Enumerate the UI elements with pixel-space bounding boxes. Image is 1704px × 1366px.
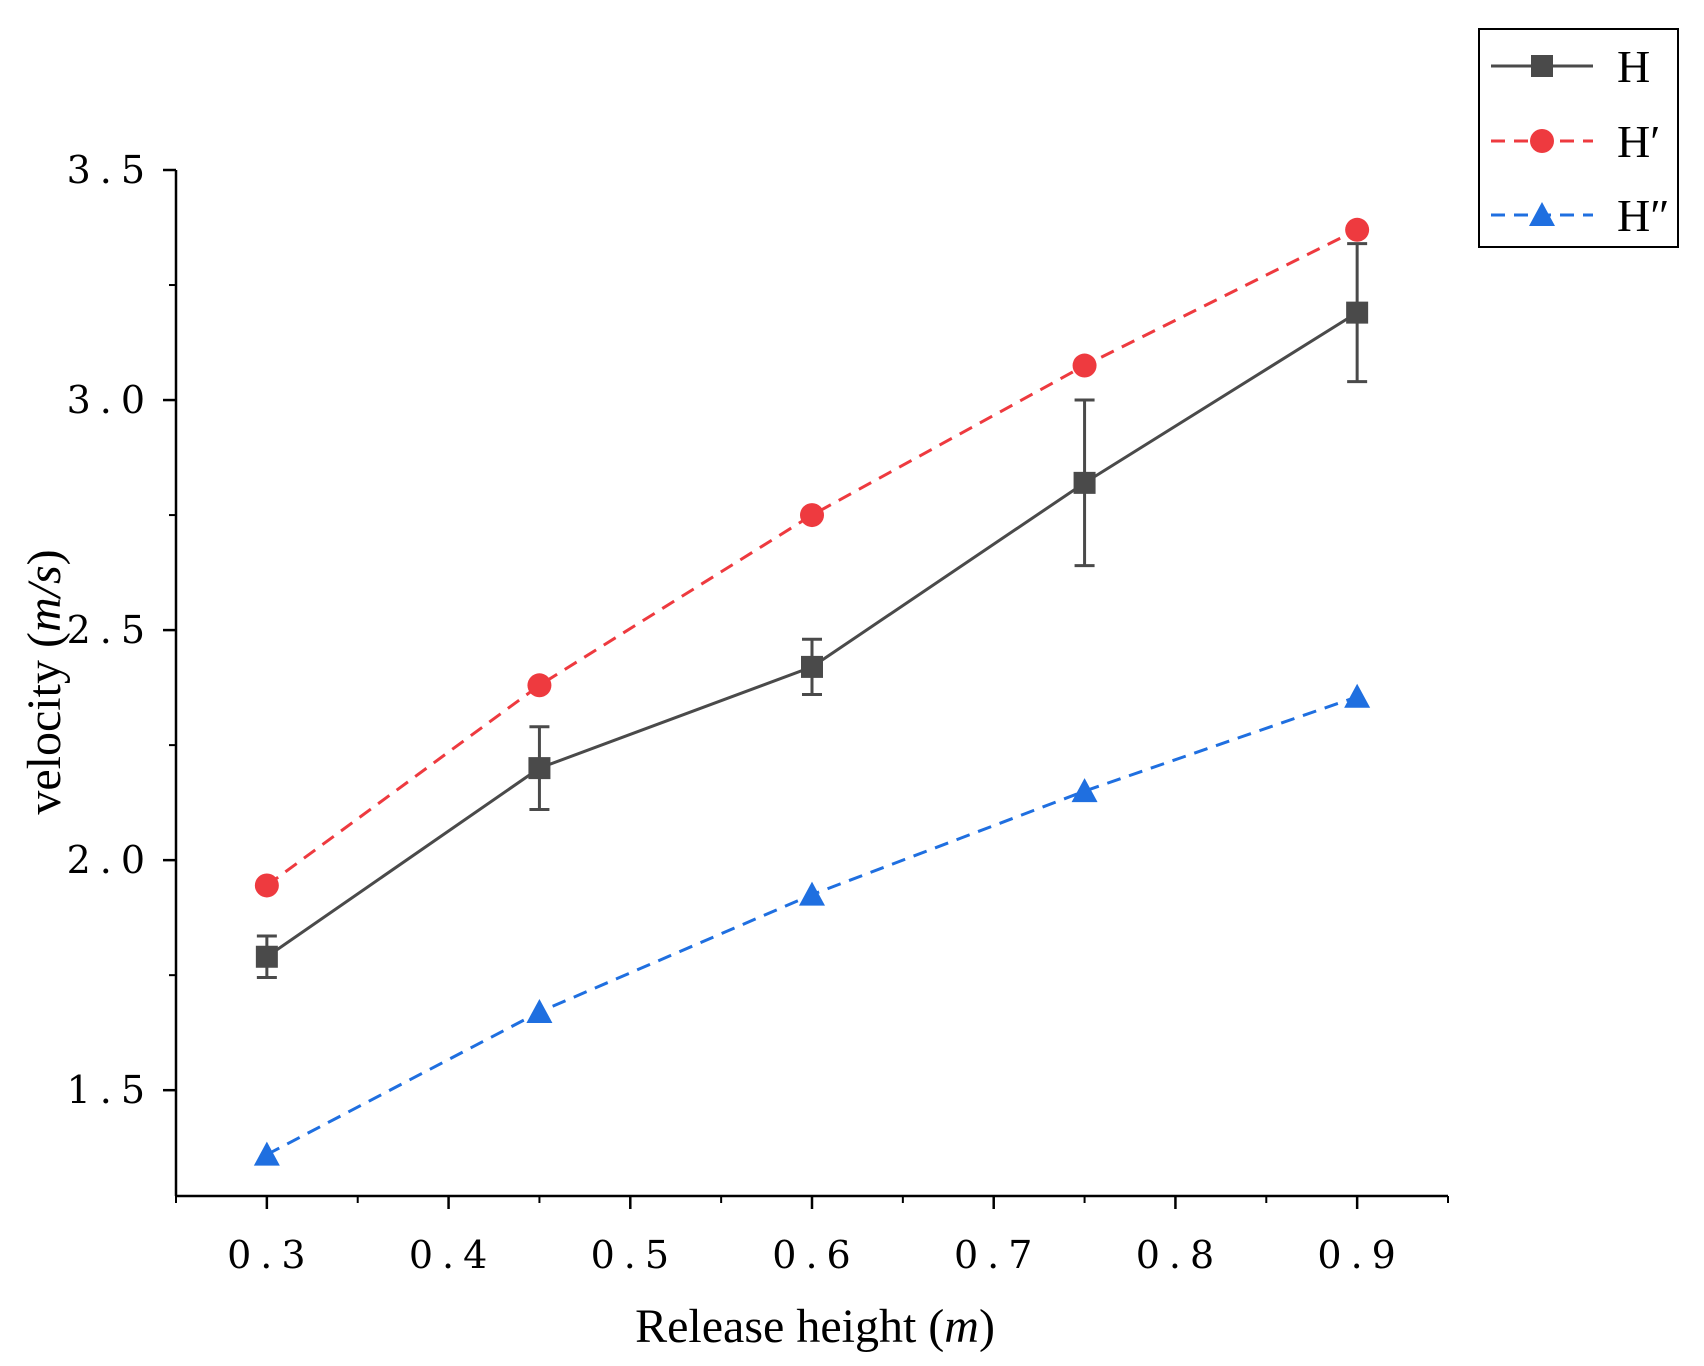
legend-entry-0: H bbox=[1491, 41, 1650, 92]
data-point bbox=[1072, 353, 1097, 378]
x-tick-label: 0.7 bbox=[954, 1233, 1041, 1277]
data-point bbox=[1346, 301, 1369, 324]
x-tick-label: 0.8 bbox=[1136, 1233, 1223, 1277]
legend: H H′ H″ bbox=[1478, 28, 1679, 248]
legend-label: H bbox=[1617, 41, 1650, 92]
legend-entry-1: H′ bbox=[1491, 116, 1660, 167]
series-line bbox=[266, 311, 1358, 958]
data-point bbox=[528, 757, 551, 780]
series-line bbox=[265, 228, 1358, 887]
data-point bbox=[1344, 683, 1371, 708]
data-point bbox=[253, 1141, 280, 1166]
data-point bbox=[254, 873, 279, 898]
data-point bbox=[799, 881, 825, 906]
legend-marker bbox=[1531, 55, 1553, 77]
data-point bbox=[1071, 778, 1098, 803]
x-tick-label: 0.5 bbox=[591, 1233, 678, 1277]
data-point bbox=[255, 945, 278, 968]
data-point bbox=[801, 655, 823, 678]
data-point bbox=[1345, 217, 1370, 242]
y-tick-label: 2.0 bbox=[67, 838, 154, 882]
x-tick-label: 0.6 bbox=[772, 1233, 859, 1277]
data-point bbox=[527, 673, 552, 698]
legend-marker bbox=[1530, 129, 1554, 153]
y-axis-title: velocity (m/s) bbox=[18, 549, 71, 814]
x-tick-label: 0.4 bbox=[409, 1233, 496, 1277]
y-tick-label: 3.0 bbox=[67, 378, 154, 422]
x-axis-title: Release height (m) bbox=[635, 1300, 995, 1353]
y-tick-label: 2.5 bbox=[67, 608, 154, 652]
legend-label: H″ bbox=[1617, 190, 1669, 241]
series-1 bbox=[254, 217, 1370, 898]
series-2 bbox=[253, 683, 1371, 1166]
x-tick-label: 0.3 bbox=[227, 1233, 314, 1277]
legend-label: H′ bbox=[1617, 116, 1660, 167]
x-ticks: 0.3 0.4 0.5 0.6 0.7 0.8 0.9 bbox=[175, 1196, 1449, 1277]
data-point bbox=[800, 503, 824, 528]
series-layer bbox=[253, 217, 1371, 1166]
x-tick-label: 0.9 bbox=[1317, 1233, 1404, 1277]
series-0 bbox=[255, 242, 1369, 979]
y-ticks: 1.5 2.0 2.5 3.0 3.5 bbox=[67, 148, 176, 1112]
y-tick-label: 3.5 bbox=[67, 148, 154, 192]
legend-marker bbox=[1529, 202, 1555, 226]
series-line bbox=[266, 695, 1358, 1156]
y-tick-label: 1.5 bbox=[67, 1068, 154, 1112]
legend-entry-2: H″ bbox=[1491, 190, 1669, 241]
data-point bbox=[1073, 471, 1096, 494]
data-point bbox=[526, 998, 553, 1023]
